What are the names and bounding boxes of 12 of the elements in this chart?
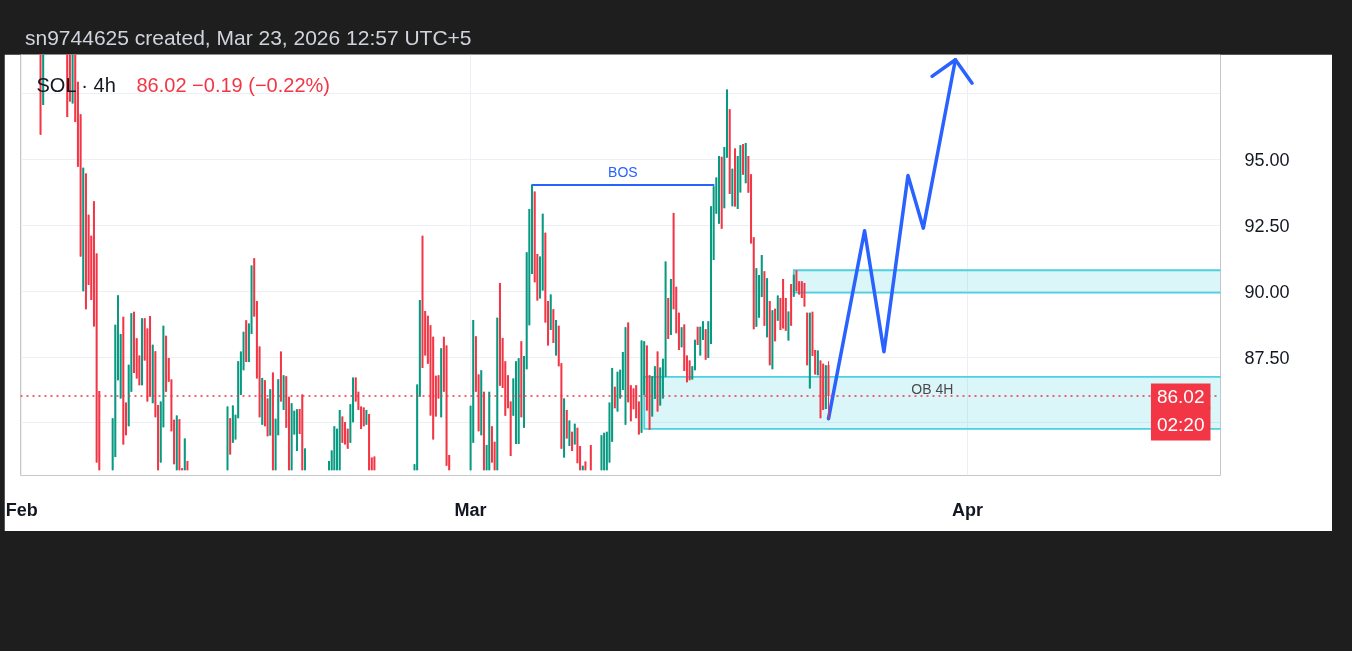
x-tick-label: Feb [5, 499, 38, 520]
y-tick-label: 95.00 [1244, 150, 1290, 171]
y-tick-label: 92.50 [1244, 216, 1290, 237]
x-tick-label: Mar [454, 499, 487, 520]
y-tick-label: 90.00 [1244, 281, 1290, 302]
text: sn9744625 created, Mar 23, 2026 12:57 UTC+5 [25, 25, 472, 51]
series-label: OB 4H [911, 380, 954, 397]
series-label: BOS [608, 164, 638, 181]
ref-line-label: 86.02 02:20 [1156, 385, 1205, 435]
y-tick-label: 87.50 [1244, 347, 1290, 368]
x-tick-label: Apr [951, 499, 983, 520]
text: 86.02 −0.19 (−0.22%) [136, 73, 330, 96]
